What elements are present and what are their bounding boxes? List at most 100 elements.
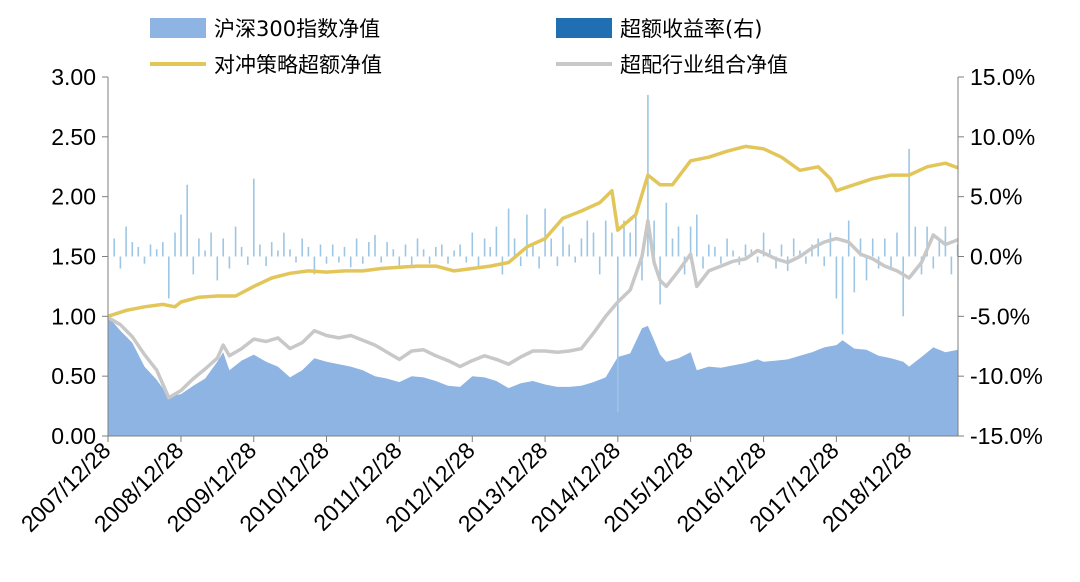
bar-excess-return xyxy=(331,244,334,257)
bar-excess-return xyxy=(671,238,674,257)
bar-excess-return xyxy=(950,256,953,275)
bar-excess-return xyxy=(792,238,795,257)
bar-excess-return xyxy=(932,256,935,269)
line-sector-portfolio xyxy=(107,218,959,400)
bar-excess-return xyxy=(319,244,322,257)
bar-excess-return xyxy=(538,256,540,269)
bar-excess-return xyxy=(210,232,212,257)
bar-excess-return xyxy=(295,256,297,263)
bar-excess-return xyxy=(604,220,607,257)
bar-excess-return xyxy=(926,226,928,257)
bar-excess-return xyxy=(762,232,765,257)
bar-excess-return xyxy=(611,232,613,257)
bar-excess-return xyxy=(307,246,310,257)
bar-excess-return xyxy=(775,256,777,269)
bar-excess-return xyxy=(404,244,407,257)
left-tick-label: 0.50 xyxy=(51,363,96,389)
bar-excess-return xyxy=(847,220,850,257)
bar-excess-return xyxy=(216,256,219,281)
bar-excess-return xyxy=(435,246,437,257)
bar-excess-return xyxy=(180,214,182,257)
left-tick-label: 2.00 xyxy=(51,184,96,210)
bar-excess-return xyxy=(586,220,589,257)
right-tick-label: 15.0% xyxy=(970,64,1035,90)
legend: 沪深300指数净值 超额收益率(右) 对冲策略超额净值 超配行业组合净值 xyxy=(150,17,788,77)
bar-excess-return xyxy=(714,246,716,257)
bar-excess-return xyxy=(629,232,631,257)
right-tick-label: -15.0% xyxy=(970,423,1043,449)
bar-excess-return xyxy=(192,256,195,275)
bar-excess-return xyxy=(398,256,401,267)
bar-excess-return xyxy=(871,238,874,257)
bar-excess-return xyxy=(240,246,243,257)
bar-excess-return xyxy=(641,256,643,281)
bar-excess-return xyxy=(131,242,134,257)
bar-excess-return xyxy=(853,256,856,293)
bar-excess-return xyxy=(162,242,164,257)
bar-excess-return xyxy=(702,256,704,269)
bar-excess-return xyxy=(416,238,419,257)
right-tick-label: -5.0% xyxy=(970,303,1030,329)
bar-excess-return xyxy=(453,250,455,257)
bar-excess-return xyxy=(726,238,728,257)
bar-excess-return xyxy=(902,256,904,317)
right-tick-label: 0.0% xyxy=(970,244,1022,270)
bar-excess-return xyxy=(410,256,413,265)
bar-excess-return xyxy=(477,256,480,269)
bar-excess-return xyxy=(143,256,146,264)
left-tick-label: 3.00 xyxy=(51,64,96,90)
bar-excess-return xyxy=(259,244,261,257)
bar-excess-return xyxy=(817,238,819,257)
bar-excess-return xyxy=(574,256,576,263)
plot-area xyxy=(107,94,959,436)
bar-excess-return xyxy=(580,238,583,257)
legend-label-hedge: 对冲策略超额净值 xyxy=(214,53,382,77)
bar-excess-return xyxy=(908,148,910,257)
bar-excess-return xyxy=(841,256,844,335)
bar-excess-return xyxy=(653,220,655,257)
bar-excess-return xyxy=(392,249,395,257)
bar-excess-return xyxy=(805,256,807,264)
bar-excess-return xyxy=(174,232,176,257)
bar-excess-return xyxy=(696,214,698,257)
bar-excess-return xyxy=(253,178,255,257)
bar-excess-return xyxy=(507,208,510,257)
bar-excess-return xyxy=(780,244,783,257)
bar-excess-return xyxy=(562,226,564,257)
bar-excess-return xyxy=(890,256,892,269)
bar-excess-return xyxy=(149,244,152,257)
bar-excess-return xyxy=(368,242,370,257)
bar-excess-return xyxy=(137,246,140,257)
bar-excess-return xyxy=(829,232,832,257)
left-tick-label: 0.00 xyxy=(51,423,96,449)
bar-excess-return xyxy=(428,256,431,264)
bar-excess-return xyxy=(483,238,486,257)
bar-excess-return xyxy=(362,256,364,264)
bar-excess-return xyxy=(526,214,528,257)
bar-excess-return xyxy=(513,238,516,257)
axes: 0.00 0.50 1.00 1.50 2.00 2.50 3.00 -15.0% -10.0%… xyxy=(16,64,1043,537)
legend-swatch-excess-return xyxy=(556,18,612,38)
bar-excess-return xyxy=(186,184,188,257)
bar-excess-return xyxy=(386,242,388,257)
bar-excess-return xyxy=(598,256,601,275)
bar-excess-return xyxy=(355,238,358,257)
bar-excess-return xyxy=(592,232,595,257)
right-tick-label: -10.0% xyxy=(970,363,1043,389)
bar-excess-return xyxy=(920,256,923,275)
bar-excess-return xyxy=(495,226,498,257)
bar-excess-return xyxy=(665,202,668,257)
bar-excess-return xyxy=(623,220,625,257)
legend-label-sector: 超配行业组合净值 xyxy=(620,53,788,77)
bar-excess-return xyxy=(865,256,868,281)
bar-excess-return xyxy=(769,249,771,257)
bar-excess-return xyxy=(896,232,898,257)
bar-excess-return xyxy=(204,250,206,257)
bar-excess-return xyxy=(489,246,491,257)
bar-excess-return xyxy=(441,244,443,257)
bar-excess-return xyxy=(617,256,619,413)
bar-excess-return xyxy=(265,256,267,267)
bar-excess-return xyxy=(683,256,686,275)
bar-excess-return xyxy=(459,244,461,257)
